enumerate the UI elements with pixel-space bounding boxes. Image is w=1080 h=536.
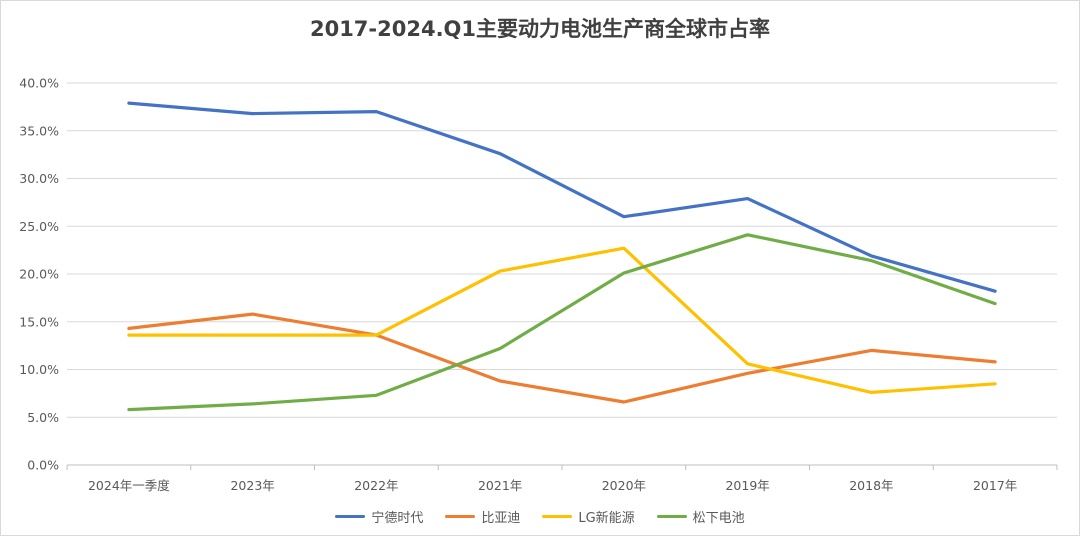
y-tick-label: 10.0%: [19, 362, 59, 377]
legend-label: 宁德时代: [371, 511, 424, 526]
legend-item: 松下电池: [656, 507, 745, 526]
legend-label: 松下电池: [692, 511, 745, 526]
legend-item: 宁德时代: [335, 507, 423, 526]
series-line-3: [127, 246, 997, 394]
y-tick-label: 25.0%: [19, 219, 59, 234]
y-tick-label: 20.0%: [19, 267, 59, 282]
x-tick-label: 2021年: [478, 478, 522, 493]
x-tick-label: 2019年: [725, 478, 769, 493]
x-tick-label: 2022年: [354, 478, 398, 493]
y-tick-label: 5.0%: [27, 410, 59, 425]
legend-label: 比亚迪: [481, 511, 521, 526]
y-tick-label: 30.0%: [19, 171, 59, 186]
series-line-2: [127, 312, 997, 404]
legend-swatch: [656, 515, 687, 518]
legend-swatch: [542, 515, 573, 518]
x-tick-label: 2020年: [602, 478, 646, 493]
legend-item: 比亚迪: [445, 507, 520, 526]
series-line-1: [127, 101, 997, 293]
series-line-4: [127, 233, 997, 412]
chart-plot-area: 0.0% 5.0% 10.0% 15.0% 20.0% 25.0% 30.0% 35.0% 40…: [19, 76, 1058, 493]
legend-item: LG新能源: [542, 507, 635, 526]
legend-swatch: [445, 515, 476, 518]
y-tick-label: 15.0%: [19, 314, 59, 329]
x-tick-label: 2017年: [973, 478, 1017, 493]
y-tick-label: 0.0%: [27, 458, 59, 473]
legend-label: LG新能源: [578, 511, 635, 526]
x-tick-label: 2023年: [230, 478, 274, 493]
chart-title: 2017-2024.Q1主要动力电池生产商全球市占率: [309, 17, 771, 41]
x-tick-label: 2018年: [849, 478, 893, 493]
y-tick-label: 40.0%: [19, 76, 59, 91]
y-tick-label: 35.0%: [19, 123, 59, 138]
legend-swatch: [335, 515, 366, 518]
x-tick-label: 2024年一季度: [88, 478, 170, 493]
chart-legend: 宁德时代 比亚迪 LG新能源 松下电池: [1, 507, 1079, 526]
